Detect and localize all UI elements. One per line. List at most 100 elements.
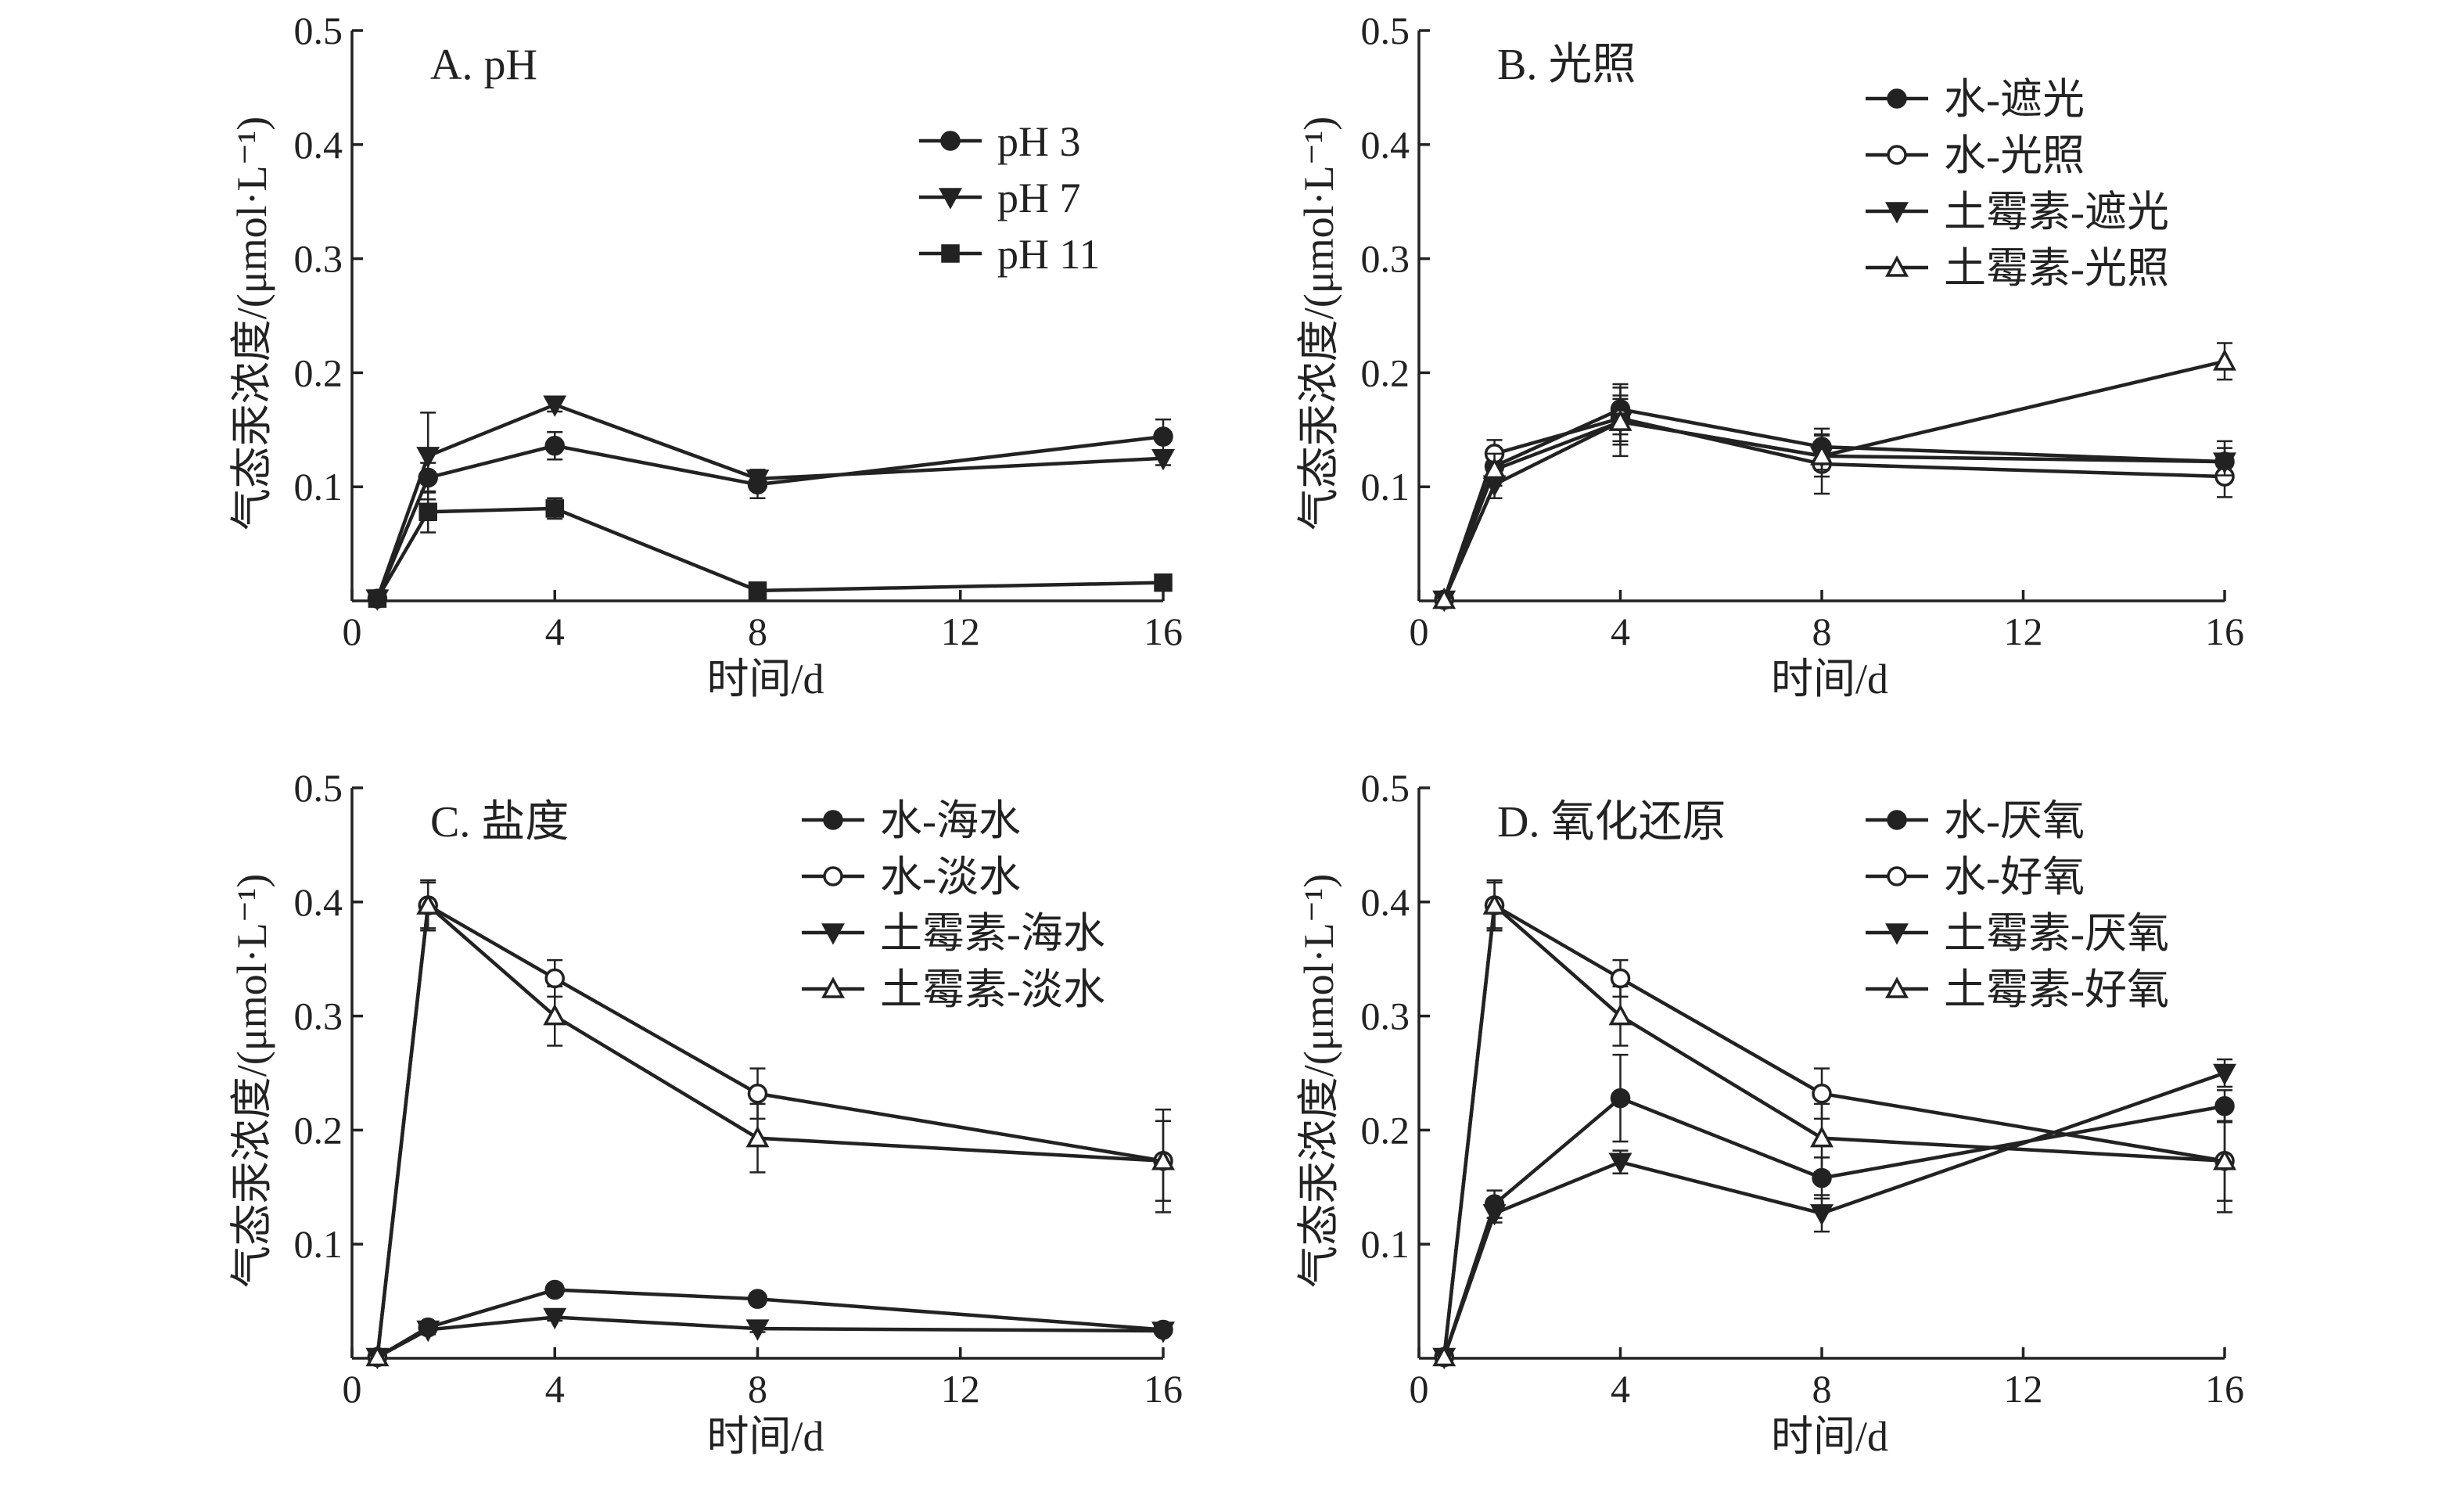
data-point bbox=[1151, 1321, 1175, 1343]
x-tick-label: 0 bbox=[1410, 609, 1429, 653]
series-line bbox=[375, 434, 1164, 599]
data-point bbox=[416, 893, 440, 915]
x-axis-title: 时间/d bbox=[1771, 1413, 1888, 1460]
y-tick-label: 0.1 bbox=[1361, 1222, 1410, 1266]
legend-marker bbox=[821, 923, 845, 945]
panel-title: A. pH bbox=[430, 41, 537, 89]
data-point bbox=[1154, 573, 1173, 592]
data-point bbox=[545, 499, 564, 518]
series-2 bbox=[1434, 394, 2235, 610]
legend-marker bbox=[1887, 866, 1907, 886]
y-tick-label: 0.5 bbox=[294, 766, 343, 810]
data-point bbox=[1810, 1125, 1834, 1148]
y-tick-label: 0.2 bbox=[1361, 1108, 1410, 1152]
data-point bbox=[747, 1289, 768, 1309]
legend-item-2: 水-光照 bbox=[1866, 132, 2085, 179]
y-tick-label: 0.2 bbox=[294, 1108, 343, 1152]
legend-item-3: 土霉素-厌氧 bbox=[1866, 910, 2169, 957]
legend-item-4: 土霉素-光照 bbox=[1866, 245, 2169, 292]
y-tick-label: 0.5 bbox=[1361, 9, 1410, 52]
x-tick-label: 12 bbox=[2004, 1367, 2043, 1411]
legend-marker bbox=[940, 131, 961, 151]
legend-marker bbox=[821, 976, 845, 998]
data-point bbox=[1812, 1083, 1832, 1104]
legend-marker bbox=[941, 244, 960, 263]
data-point bbox=[1151, 449, 1175, 471]
legend-label: 水-好氧 bbox=[1944, 854, 2085, 901]
legend-label: 水-光照 bbox=[1944, 132, 2085, 179]
legend-marker bbox=[823, 866, 843, 886]
data-point bbox=[543, 395, 567, 417]
legend-label: 水-淡水 bbox=[880, 854, 1021, 901]
data-point bbox=[1151, 1149, 1175, 1170]
y-tick-label: 0.4 bbox=[1361, 880, 1410, 924]
legend-label: 土霉素-遮光 bbox=[1944, 189, 2169, 236]
series-3 bbox=[1432, 1058, 2236, 1370]
data-point bbox=[416, 1320, 440, 1343]
y-tick-label: 0.3 bbox=[1361, 994, 1410, 1038]
legend-item-1: 水-厌氧 bbox=[1866, 797, 2085, 844]
y-tick-label: 0.1 bbox=[294, 1222, 343, 1266]
y-axis-title: 气态汞浓度/(μmol·L⁻¹) bbox=[1295, 117, 1342, 531]
y-tick-label: 0.2 bbox=[1361, 351, 1410, 394]
data-point bbox=[1610, 1088, 1631, 1109]
panel-c: 0 4 8 12 16 0.1 0.2 0.3 0.4 0.5 时间/d 气态汞浓度/(μmol·L⁻… bbox=[228, 766, 1183, 1460]
data-point bbox=[745, 1319, 770, 1341]
data-point bbox=[1608, 1152, 1632, 1174]
y-tick-label: 0.3 bbox=[294, 237, 343, 281]
series-4 bbox=[1432, 342, 2236, 609]
data-point bbox=[543, 1003, 567, 1026]
legend-label: pH 3 bbox=[997, 118, 1081, 165]
panel-title: C. 盐度 bbox=[430, 798, 569, 847]
legend-item-4: 土霉素-好氧 bbox=[1866, 966, 2169, 1013]
data-point bbox=[2213, 452, 2236, 474]
data-point bbox=[1432, 1344, 1456, 1367]
y-tick-label: 0.5 bbox=[294, 9, 343, 52]
data-point bbox=[416, 447, 440, 469]
legend-item-1: 水-遮光 bbox=[1866, 76, 2085, 123]
legend-label: 土霉素-海水 bbox=[880, 910, 1105, 957]
y-tick-label: 0.1 bbox=[294, 465, 343, 509]
x-tick-label: 4 bbox=[1611, 609, 1630, 653]
data-point bbox=[544, 1279, 565, 1300]
series-line bbox=[1442, 407, 2225, 601]
legend-marker bbox=[1885, 255, 1909, 277]
legend-item-2: 水-淡水 bbox=[802, 854, 1021, 901]
x-axis-title: 时间/d bbox=[706, 1413, 824, 1460]
y-tick-label: 0.4 bbox=[1361, 123, 1410, 167]
legend-label: 土霉素-光照 bbox=[1944, 245, 2169, 292]
data-point bbox=[1482, 1204, 1507, 1226]
legend-item-1: pH 3 bbox=[919, 118, 1081, 165]
x-tick-label: 12 bbox=[941, 609, 980, 653]
x-tick-label: 8 bbox=[1812, 1367, 1832, 1411]
data-point bbox=[1608, 409, 1632, 431]
legend-marker bbox=[1887, 810, 1907, 830]
x-tick-label: 16 bbox=[1144, 1367, 1183, 1411]
panel-a: 0 4 8 12 16 0.1 0.2 0.3 0.4 0.5 时间/d 气态汞浓度/(μmol·L⁻… bbox=[228, 9, 1183, 703]
data-point bbox=[1482, 893, 1507, 915]
legend-item-3: 土霉素-遮光 bbox=[1866, 189, 2169, 236]
data-point bbox=[1432, 587, 1456, 609]
legend-item-2: 水-好氧 bbox=[1866, 854, 2085, 901]
series-line bbox=[1442, 1071, 2225, 1358]
y-axis-title: 气态汞浓度/(μmol·L⁻¹) bbox=[228, 874, 275, 1289]
series-1 bbox=[1434, 383, 2235, 610]
series-1 bbox=[367, 418, 1173, 609]
legend-marker bbox=[823, 810, 843, 830]
legend-marker bbox=[939, 188, 962, 210]
series-line bbox=[1442, 359, 2225, 601]
panel-d: 0 4 8 12 16 0.1 0.2 0.3 0.4 0.5 时间/d 气态汞浓度/(μmol·L⁻… bbox=[1295, 766, 2244, 1460]
panel-b: 0 4 8 12 16 0.1 0.2 0.3 0.4 0.5 时间/d 气态汞浓度/(μmol·L⁻… bbox=[1295, 9, 2244, 703]
data-point bbox=[1608, 1003, 1632, 1026]
data-point bbox=[1153, 426, 1173, 447]
y-tick-label: 0.5 bbox=[1361, 766, 1410, 810]
legend-item-3: 土霉素-海水 bbox=[802, 910, 1105, 957]
y-tick-label: 0.3 bbox=[294, 994, 343, 1038]
y-tick-label: 0.4 bbox=[294, 123, 343, 167]
data-point bbox=[1482, 457, 1507, 480]
legend-marker bbox=[1887, 88, 1907, 109]
